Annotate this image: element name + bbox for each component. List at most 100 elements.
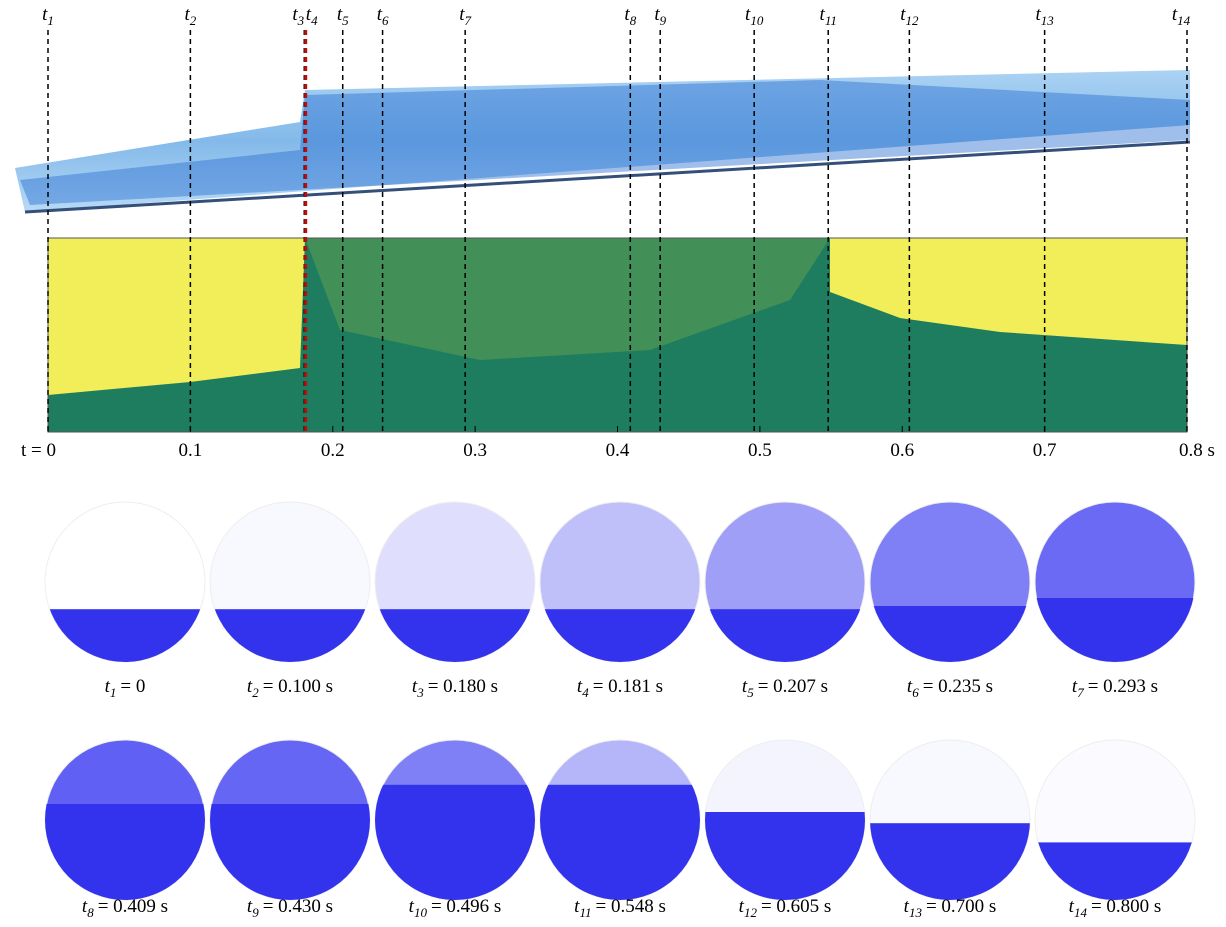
cross-section — [44, 501, 206, 663]
event-label: t7 = 0.293 s — [1072, 676, 1158, 700]
event-symbol: t — [1069, 896, 1075, 917]
event-symbol: t — [577, 676, 583, 697]
event-index: 6 — [912, 685, 919, 700]
event-index: 1 — [47, 13, 54, 28]
x-tick-label: 0.6 — [890, 440, 914, 461]
liquid-layer — [375, 784, 535, 900]
event-symbol: t — [377, 4, 383, 25]
event-symbol: t — [1172, 4, 1178, 25]
event-symbol: t — [247, 896, 253, 917]
event-index: 11 — [579, 905, 591, 920]
event-symbol: t — [42, 4, 48, 25]
event-symbol: t — [907, 676, 913, 697]
event-index: 4 — [582, 685, 589, 700]
snapshot-time: = 0.100 s — [263, 676, 333, 697]
event-index: 2 — [190, 13, 197, 28]
event-index: 13 — [1041, 13, 1055, 28]
cross-section — [374, 739, 536, 901]
snapshot-time: = 0 — [120, 676, 145, 697]
event-label: t11 = 0.548 s — [574, 896, 666, 920]
event-symbol: t — [412, 676, 418, 697]
event-symbol: t — [337, 4, 343, 25]
event-symbol: t — [306, 4, 312, 25]
event-index: 7 — [465, 13, 472, 28]
event-index: 7 — [1077, 685, 1084, 700]
event-symbol: t — [1035, 4, 1041, 25]
snapshot-time: = 0.180 s — [428, 676, 498, 697]
cross-section — [209, 501, 371, 663]
snapshot-time: = 0.548 s — [595, 896, 665, 917]
x-tick-label: 0.7 — [1033, 440, 1057, 461]
snapshot-time: = 0.181 s — [593, 676, 663, 697]
snapshot-time: = 0.496 s — [431, 896, 501, 917]
liquid-layer — [705, 812, 865, 900]
event-symbol: t — [745, 4, 751, 25]
liquid-layer — [210, 804, 370, 900]
liquid-layer — [375, 609, 535, 662]
event-index: 5 — [342, 13, 349, 28]
event-label: t4 = 0.181 s — [577, 676, 663, 700]
event-label: t12 = 0.605 s — [739, 896, 832, 920]
event-symbol: t — [654, 4, 660, 25]
event-label: t5 = 0.207 s — [742, 676, 828, 700]
cross-section — [869, 501, 1031, 663]
event-label: t14 — [1172, 4, 1191, 28]
event-label: t1 = 0 — [105, 676, 146, 700]
event-label: t14 = 0.800 s — [1069, 896, 1162, 920]
cross-section — [869, 739, 1031, 901]
liquid-layer — [45, 609, 205, 662]
heatmap — [47, 237, 1188, 433]
event-symbol: t — [184, 4, 190, 25]
liquid-layer — [45, 804, 205, 900]
event-symbol: t — [904, 896, 910, 917]
event-symbol: t — [1072, 676, 1078, 697]
cross-section — [704, 739, 866, 901]
event-symbol: t — [574, 896, 580, 917]
event-symbol: t — [459, 4, 465, 25]
event-label: t3 — [292, 4, 304, 28]
snapshot-time: = 0.207 s — [758, 676, 828, 697]
event-index: 11 — [825, 13, 837, 28]
event-symbol: t — [409, 896, 415, 917]
event-label: t13 = 0.700 s — [904, 896, 997, 920]
snapshot-time: = 0.800 s — [1091, 896, 1161, 917]
event-index: 14 — [1177, 13, 1191, 28]
event-label: t11 — [820, 4, 837, 28]
event-index: 9 — [252, 905, 259, 920]
x-tick-label: 0.8 s — [1179, 440, 1215, 461]
event-index: 3 — [416, 685, 424, 700]
liquid-layer — [540, 609, 700, 662]
liquid-layer — [870, 823, 1030, 900]
event-label: t9 = 0.430 s — [247, 896, 333, 920]
event-symbol: t — [900, 4, 906, 25]
event-symbol: t — [820, 4, 826, 25]
x-tick-label: 0.3 — [463, 440, 487, 461]
cross-section — [704, 501, 866, 663]
event-symbol: t — [105, 676, 111, 697]
liquid-layer — [1035, 842, 1195, 900]
cross-section — [44, 739, 206, 901]
event-label: t13 — [1035, 4, 1054, 28]
event-label: t12 — [900, 4, 919, 28]
cross-section — [1034, 739, 1196, 901]
event-label: t4 — [306, 4, 318, 28]
x-tick-label: 0.2 — [321, 440, 345, 461]
event-label: t6 — [377, 4, 389, 28]
event-symbol: t — [292, 4, 298, 25]
event-label: t9 — [654, 4, 666, 28]
event-symbol: t — [247, 676, 253, 697]
event-label: t3 = 0.180 s — [412, 676, 498, 700]
snapshot-time: = 0.235 s — [923, 676, 993, 697]
event-index: 13 — [909, 905, 923, 920]
pipe-render — [15, 70, 1191, 214]
event-label: t1 — [42, 4, 54, 28]
snapshot-time: = 0.605 s — [761, 896, 831, 917]
snapshot-time: = 0.409 s — [98, 896, 168, 917]
event-symbol: t — [739, 896, 745, 917]
liquid-layer — [540, 784, 700, 900]
event-label: t10 = 0.496 s — [409, 896, 502, 920]
cross-section — [1034, 501, 1196, 663]
event-index: 3 — [297, 13, 305, 28]
snapshot-time: = 0.700 s — [926, 896, 996, 917]
